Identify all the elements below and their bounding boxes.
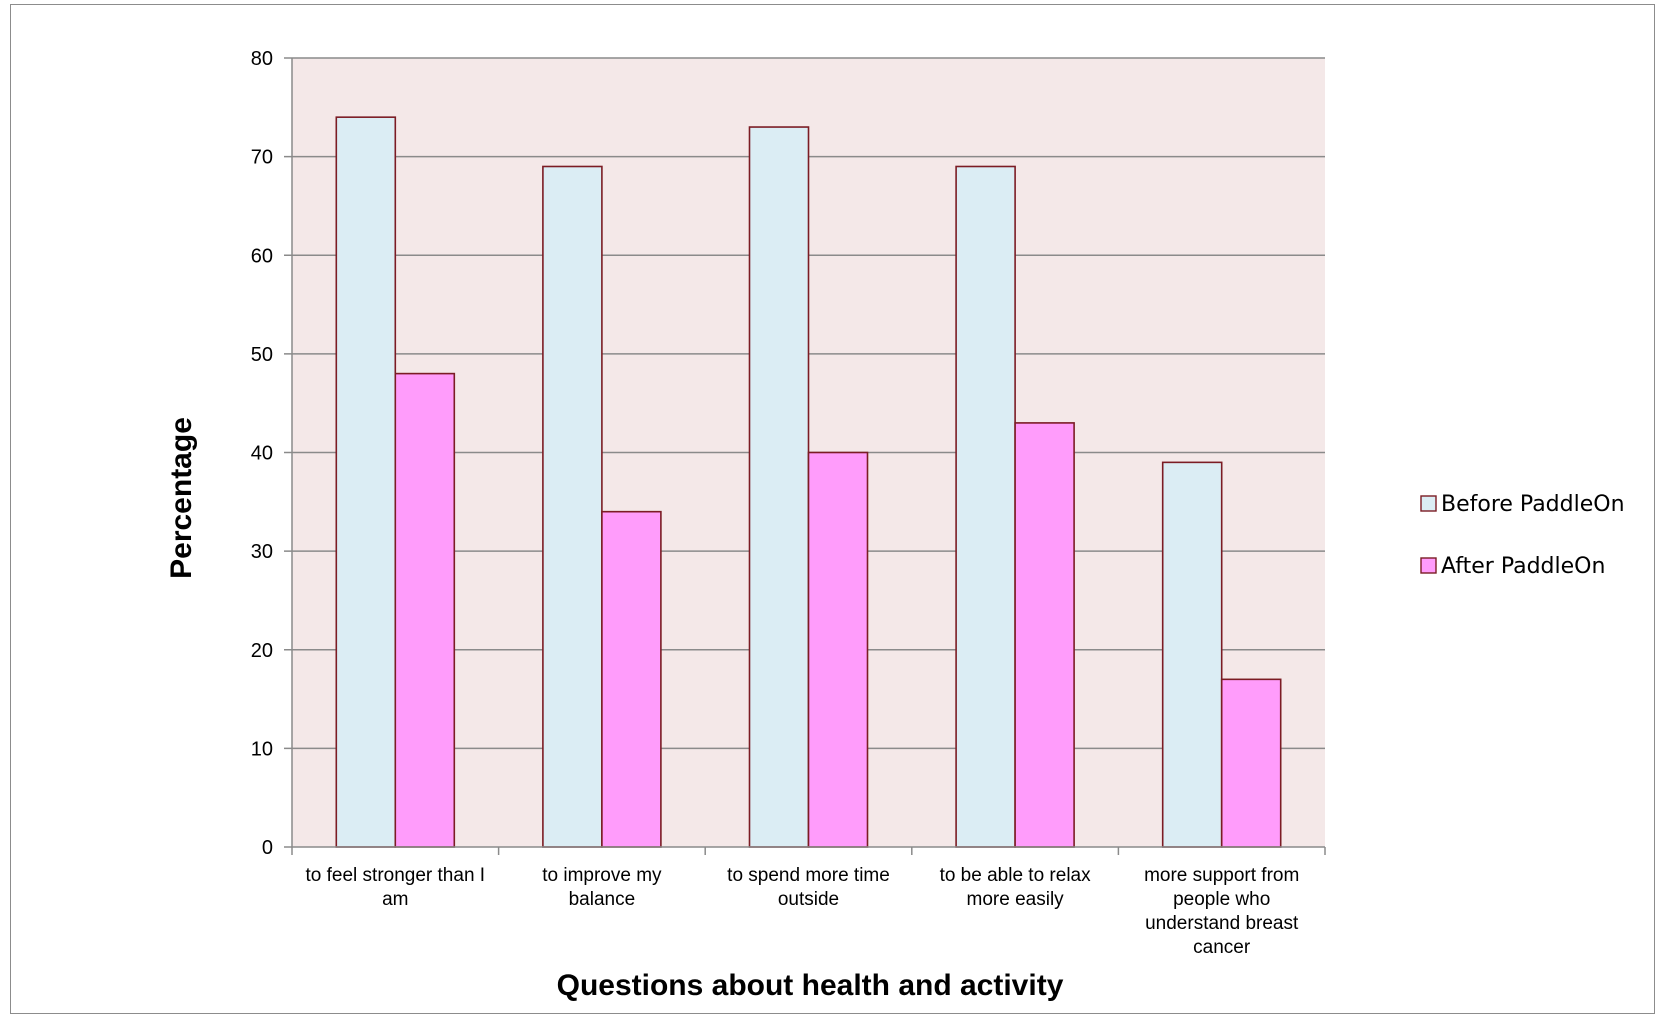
- axes: [284, 57, 1326, 855]
- bar-after: [394, 372, 456, 848]
- legend-label-before: Before PaddleOn: [1441, 492, 1625, 517]
- y-axis-title: Percentage: [165, 417, 198, 579]
- bar-before: [748, 126, 810, 848]
- legend-swatch-after: [1420, 557, 1437, 574]
- bar-after: [1220, 678, 1282, 848]
- chart-frame: [10, 4, 1655, 1014]
- bars: [335, 116, 1282, 848]
- x-tick-label: to spend more time outside: [727, 865, 890, 910]
- y-tick-label: 30: [251, 541, 273, 563]
- bar-after: [601, 510, 662, 848]
- y-tick-label: 20: [251, 640, 273, 662]
- y-tick-label: 70: [251, 147, 273, 169]
- bar-before: [955, 165, 1016, 848]
- bar-before: [335, 116, 397, 848]
- x-tick-label: to be able to relax more easily: [940, 865, 1092, 910]
- legend-swatch-before: [1420, 495, 1437, 512]
- legend-label-after: After PaddleOn: [1441, 554, 1605, 579]
- bar-before: [542, 165, 603, 848]
- y-tick-labels: 0 10 20 30 40 50 60 70 80: [251, 48, 273, 859]
- bar-after: [1014, 422, 1075, 848]
- bar-after: [807, 451, 869, 848]
- x-tick-label: to improve my balance: [542, 865, 662, 910]
- y-tick-label: 10: [251, 738, 273, 760]
- y-tick-label: 40: [251, 443, 273, 465]
- y-tick-label: 0: [262, 837, 273, 859]
- y-tick-label: 50: [251, 344, 273, 366]
- x-tick-label: more support from people who understand br…: [1144, 865, 1299, 958]
- y-tick-label: 80: [251, 48, 273, 70]
- legend: Before PaddleOn After PaddleOn: [1420, 492, 1625, 579]
- y-tick-label: 60: [251, 245, 273, 267]
- x-axis-title: Questions about health and activity: [557, 969, 1064, 1002]
- bar-before: [1161, 461, 1223, 848]
